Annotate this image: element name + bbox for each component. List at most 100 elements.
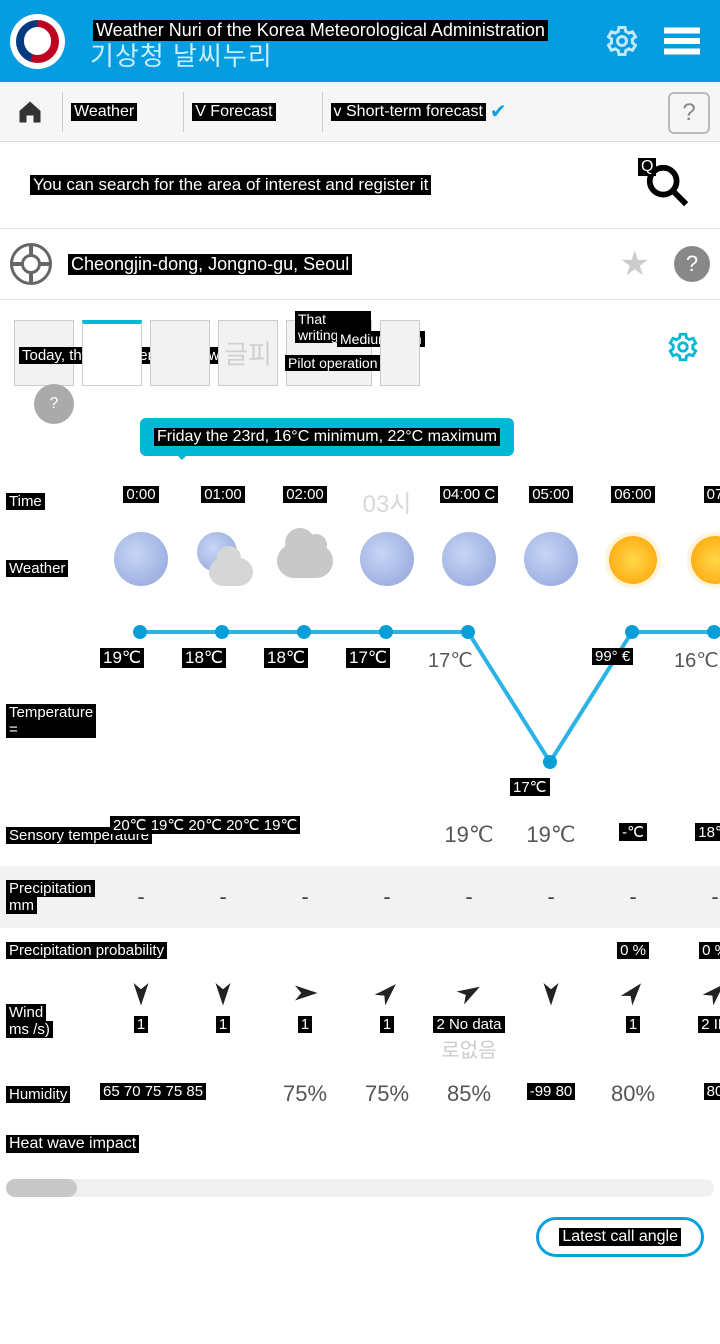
moon-icon bbox=[442, 532, 496, 586]
day-tabs: Today, the day after tomorrow 글피 That wr… bbox=[0, 300, 720, 392]
wind-cell bbox=[510, 972, 592, 1069]
weather-icon-cell bbox=[428, 526, 510, 610]
time-cell: 03시 bbox=[346, 478, 428, 525]
wind-cell: 1 bbox=[264, 972, 346, 1069]
precip-cell: - bbox=[346, 878, 428, 916]
forecast-help-icon[interactable]: ? bbox=[34, 384, 74, 424]
home-icon[interactable] bbox=[16, 98, 44, 126]
tab-tomorrow[interactable] bbox=[82, 320, 142, 386]
precip-cell: - bbox=[264, 878, 346, 916]
tab-today[interactable]: Today, the day after tomorrow bbox=[14, 320, 74, 386]
moon-icon bbox=[524, 532, 578, 586]
time-cell: 06:00 bbox=[592, 478, 674, 525]
weather-icon-cell bbox=[674, 526, 720, 610]
wind-cell: 2 No data로없음 bbox=[428, 972, 510, 1069]
tab-settings-icon[interactable] bbox=[666, 330, 700, 364]
wind-cell: 1 bbox=[100, 972, 182, 1069]
search-icon[interactable]: Q bbox=[644, 162, 690, 208]
precip-prob-cell bbox=[100, 934, 182, 966]
precip-prob-cell bbox=[346, 934, 428, 966]
breadcrumb: Weather V Forecast v Short-term forecast… bbox=[0, 82, 720, 142]
temperature-chart: Temperature = 19℃18℃18℃17℃17℃17℃99° €16℃… bbox=[0, 610, 720, 810]
header-subtitle-ghost: 기상청 날씨누리 bbox=[90, 36, 273, 73]
location-text: Cheongjin-dong, Jongno-gu, Seoul bbox=[68, 254, 352, 275]
precip-prob-cell: 0 % bbox=[674, 934, 720, 966]
moon-icon bbox=[114, 532, 168, 586]
precip-prob-cell bbox=[182, 934, 264, 966]
breadcrumb-short[interactable]: v Short-term forecast bbox=[331, 103, 486, 121]
weather-icon-cell bbox=[100, 526, 182, 610]
sun-icon bbox=[691, 536, 720, 584]
wind-cell: 1 bbox=[182, 972, 264, 1069]
latest-button[interactable]: Latest call angle bbox=[536, 1217, 704, 1257]
kma-logo bbox=[10, 14, 65, 69]
precip-cell: - bbox=[182, 878, 264, 916]
humidity-cell: 85% bbox=[428, 1075, 510, 1113]
sensory-row: Sensory temperature 20℃ 19℃ 20℃ 20℃ 19℃1… bbox=[0, 810, 720, 860]
humidity-cell: 75% bbox=[264, 1075, 346, 1113]
sensory-cell: 19℃ bbox=[428, 816, 510, 854]
help-button[interactable]: ? bbox=[668, 92, 710, 134]
sun-icon bbox=[609, 536, 657, 584]
weather-icon-cell bbox=[346, 526, 428, 610]
tab-extra[interactable] bbox=[380, 320, 420, 386]
precip-cell: - bbox=[592, 878, 674, 916]
horizontal-scrollbar[interactable] bbox=[6, 1179, 714, 1197]
moon-cloud-icon bbox=[193, 532, 253, 586]
app-header: 기상청 날씨누리 Weather Nuri of the Korea Meteo… bbox=[0, 0, 720, 82]
weather-icon-cell bbox=[592, 526, 674, 610]
precip-prob-cell: 0 % bbox=[592, 934, 674, 966]
menu-icon[interactable] bbox=[664, 26, 700, 56]
check-icon: ✔ bbox=[490, 99, 507, 124]
wind-cell: 2 IN bbox=[674, 972, 720, 1069]
tab-geulpi[interactable]: 글피 bbox=[218, 320, 278, 386]
weather-icon-cell bbox=[182, 526, 264, 610]
humidity-cell: 80 bbox=[674, 1075, 720, 1113]
moon-icon bbox=[360, 532, 414, 586]
heat-wave-row: Heat wave impact bbox=[0, 1119, 720, 1169]
settings-icon[interactable] bbox=[604, 23, 640, 59]
wind-row: Wind ms /s) 1 1 1 1 2 No data로없음 1 bbox=[0, 972, 720, 1069]
time-cell: 02:00 bbox=[264, 478, 346, 525]
humidity-cell: 65 70 75 75 85 bbox=[100, 1075, 182, 1113]
scroll-thumb[interactable] bbox=[6, 1179, 77, 1197]
tab-medium-term[interactable]: That writing Medium term Pilot operation bbox=[286, 320, 372, 386]
precipitation-row: Precipitation mm -------- bbox=[0, 866, 720, 928]
time-cell: 07 bbox=[674, 478, 720, 525]
breadcrumb-forecast[interactable]: V Forecast bbox=[192, 103, 275, 121]
humidity-cell bbox=[182, 1075, 264, 1113]
humidity-row: Humidity 65 70 75 75 8575%75%85%-99 8080… bbox=[0, 1069, 720, 1119]
precip-cell: - bbox=[510, 878, 592, 916]
precip-prob-row: Precipitation probability 0 %0 % bbox=[0, 928, 720, 972]
sensory-cell: 19℃ bbox=[510, 816, 592, 854]
precip-prob-cell bbox=[510, 934, 592, 966]
time-cell: 0:00 bbox=[100, 478, 182, 525]
search-note-text: You can search for the area of interest … bbox=[30, 175, 431, 195]
search-note-row: You can search for the area of interest … bbox=[0, 142, 720, 229]
precip-cell: - bbox=[674, 878, 720, 916]
time-cell: 05:00 bbox=[510, 478, 592, 525]
humidity-cell: 80% bbox=[592, 1075, 674, 1113]
precip-prob-cell bbox=[264, 934, 346, 966]
hourly-forecast: Time 0:0001:0002:0003시04:00 C05:0006:000… bbox=[0, 476, 720, 1169]
humidity-cell: 75% bbox=[346, 1075, 428, 1113]
precip-prob-cell bbox=[428, 934, 510, 966]
sensory-cell: 18℃ bbox=[674, 816, 720, 854]
wind-cell: 1 bbox=[346, 972, 428, 1069]
location-help-icon[interactable]: ? bbox=[674, 246, 710, 282]
location-row: Cheongjin-dong, Jongno-gu, Seoul ★ ? bbox=[0, 229, 720, 300]
header-title: Weather Nuri of the Korea Meteorological… bbox=[93, 20, 548, 41]
wind-cell: 1 bbox=[592, 972, 674, 1069]
breadcrumb-weather[interactable]: Weather bbox=[71, 103, 137, 121]
tab-day-after[interactable] bbox=[150, 320, 210, 386]
gps-icon[interactable] bbox=[10, 243, 52, 285]
weather-icon-cell bbox=[264, 526, 346, 610]
cloud-icon bbox=[277, 544, 333, 578]
date-summary: Friday the 23rd, 16°C minimum, 22°C maxi… bbox=[140, 418, 514, 456]
weather-icon-cell bbox=[510, 526, 592, 610]
favorite-star-icon[interactable]: ★ bbox=[620, 244, 650, 284]
time-row: Time 0:0001:0002:0003시04:00 C05:0006:000… bbox=[0, 476, 720, 526]
time-cell: 04:00 C bbox=[428, 478, 510, 525]
precip-cell: - bbox=[100, 878, 182, 916]
sensory-cell: -℃ bbox=[592, 816, 674, 854]
